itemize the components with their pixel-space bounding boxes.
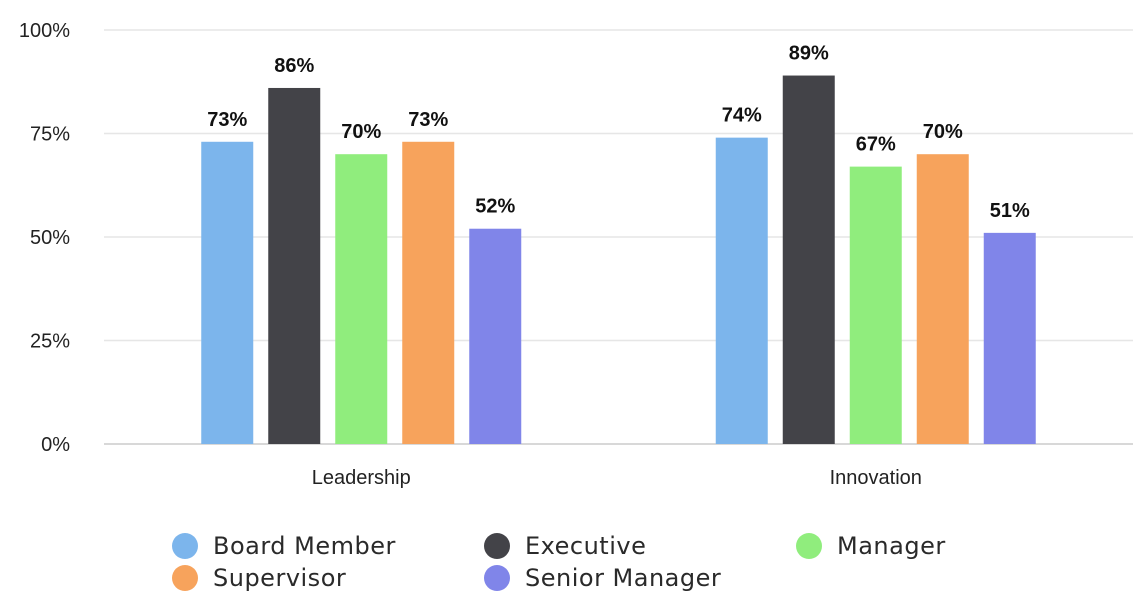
bars (201, 75, 1036, 445)
data-label-leadership-manager: 70% (341, 121, 381, 143)
bar-innovation-executive[interactable] (782, 75, 835, 444)
bar-leadership-senior-manager[interactable] (469, 228, 522, 444)
data-label-innovation-senior-manager: 51% (990, 200, 1030, 222)
bar-leadership-executive[interactable] (268, 87, 321, 445)
bar-leadership-board-member[interactable] (201, 141, 254, 444)
data-label-leadership-supervisor: 73% (408, 109, 448, 131)
legend-swatch-senior-manager (484, 565, 510, 591)
data-label-innovation-executive: 89% (789, 43, 829, 65)
legend-label-board-member: Board Member (213, 532, 396, 560)
legend-label-supervisor: Supervisor (213, 564, 347, 592)
legend-swatch-executive (484, 533, 510, 559)
bar-leadership-manager[interactable] (335, 154, 388, 444)
data-label-innovation-board-member: 74% (722, 105, 762, 127)
legend-item-executive[interactable]: Executive (484, 530, 646, 562)
data-labels: 73% 86% 70% 73% 52% 74% 89% 67% 70% 51% (207, 43, 1030, 222)
x-category-label-leadership: Leadership (312, 467, 411, 489)
legend-swatch-manager (796, 533, 822, 559)
legend-item-board-member[interactable]: Board Member (172, 530, 396, 562)
y-axis-tick-labels: 0% 25% 50% 75% 100% (19, 20, 70, 456)
data-label-innovation-manager: 67% (856, 134, 896, 156)
data-label-leadership-board-member: 73% (207, 109, 247, 131)
data-label-innovation-supervisor: 70% (923, 121, 963, 143)
y-tick-label-50: 50% (30, 227, 70, 249)
y-tick-label-0: 0% (41, 434, 70, 456)
bar-innovation-board-member[interactable] (715, 137, 768, 444)
y-tick-label-25: 25% (30, 331, 70, 353)
bar-innovation-senior-manager[interactable] (983, 232, 1036, 444)
data-label-leadership-senior-manager: 52% (475, 196, 515, 218)
data-label-leadership-executive: 86% (274, 55, 314, 77)
legend-label-executive: Executive (525, 532, 647, 560)
legend-label-manager: Manager (837, 532, 946, 560)
legend-item-supervisor[interactable]: Supervisor (172, 562, 346, 594)
x-category-label-innovation: Innovation (830, 467, 922, 489)
grid-lines (104, 29, 1133, 445)
legend-item-senior-manager[interactable]: Senior Manager (484, 562, 721, 594)
legend-swatch-board-member (172, 533, 198, 559)
bar-leadership-supervisor[interactable] (402, 141, 455, 444)
x-axis-category-labels: Leadership Innovation (312, 467, 922, 489)
bar-innovation-manager[interactable] (849, 166, 902, 444)
legend-swatch-supervisor (172, 565, 198, 591)
legend-label-senior-manager: Senior Manager (525, 564, 722, 592)
legend-item-manager[interactable]: Manager (796, 530, 946, 562)
y-tick-label-75: 75% (30, 124, 70, 146)
bar-innovation-supervisor[interactable] (916, 154, 969, 444)
legend: Board Member Executive Manager Superviso… (172, 530, 992, 594)
y-tick-label-100: 100% (19, 20, 70, 42)
